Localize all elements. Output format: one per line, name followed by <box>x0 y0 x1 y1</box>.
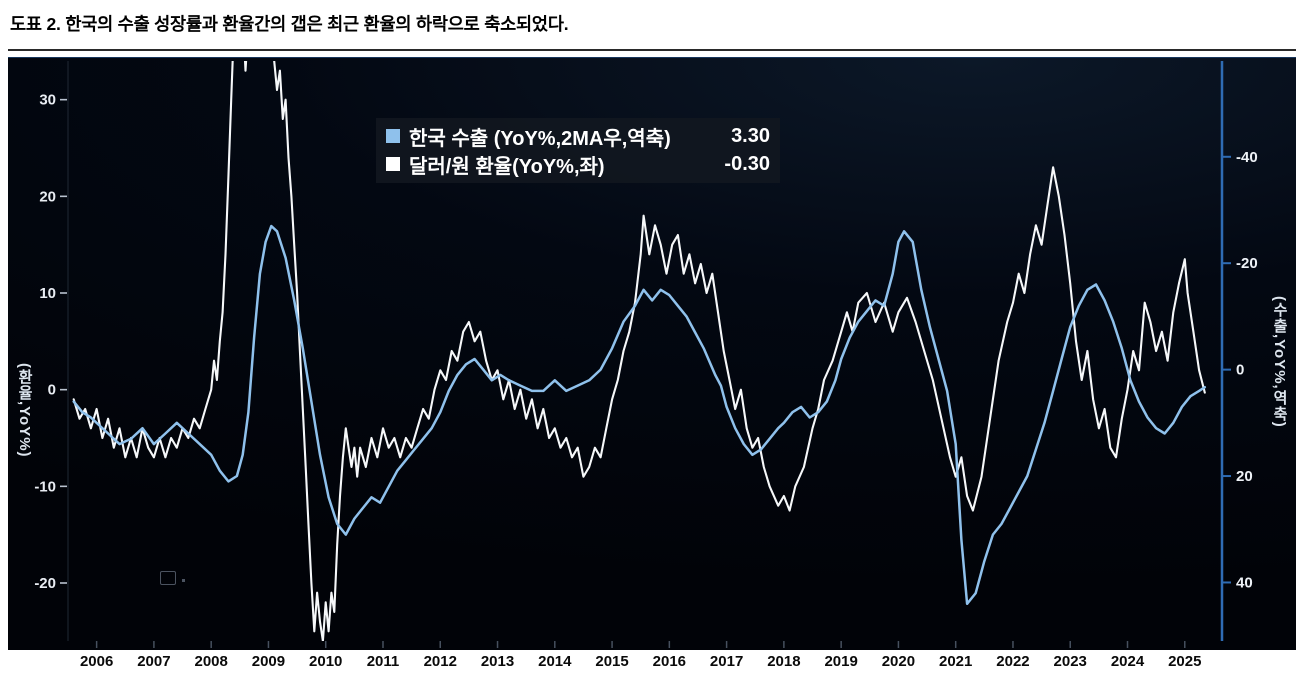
x-axis-year-label: 2012 <box>423 653 457 670</box>
legend-value: -0.30 <box>724 152 770 175</box>
right-tick-label: 0 <box>1236 362 1244 379</box>
x-axis-year-label: 2014 <box>538 653 572 670</box>
legend-item[interactable]: 달러/원 환율(YoY%,좌) -0.30 <box>386 150 770 178</box>
x-axis-year-label: 2019 <box>824 653 858 670</box>
right-axis-title: (수출,YoY%,역축) <box>1271 296 1288 428</box>
left-tick-label: -20 <box>34 575 56 592</box>
x-axis-year-label: 2015 <box>595 653 629 670</box>
x-axis-year-label: 2022 <box>996 653 1030 670</box>
right-tick-label: -20 <box>1236 255 1258 272</box>
legend-label: 한국 수출 (YoY%,2MA우,역축) <box>409 127 671 150</box>
chart-panel: 30 20 10 0 -10 -20 -40 -20 0 20 40 한국 수출 (YoY%,2MA… <box>8 57 1296 650</box>
right-tick-label: 40 <box>1236 574 1253 591</box>
right-tick-label: -40 <box>1236 149 1258 166</box>
chart-tool-dot-icon <box>182 579 185 582</box>
chart-title: 도표 2. 한국의 수출 성장률과 환율간의 갭은 최근 환율의 하락으로 축소… <box>10 14 569 34</box>
left-tick-label: -10 <box>34 478 56 495</box>
chart-legend: 한국 수출 (YoY%,2MA우,역축) 3.30 달러/원 환율(YoY%,좌) -… <box>376 118 780 183</box>
x-axis-year-label: 2009 <box>251 653 286 670</box>
series-exchange-rate-line <box>72 61 1206 641</box>
right-tick-label: 20 <box>1236 468 1253 485</box>
x-axis-year-labels: 2006 2007 2008 2009 2010 2011 2012 2013 2014 2015… <box>8 650 1296 676</box>
legend-swatch-icon <box>386 157 400 171</box>
x-axis-year-label: 2024 <box>1110 653 1145 670</box>
x-axis-year-label: 2010 <box>309 653 343 670</box>
x-axis-year-label: 2025 <box>1168 653 1202 670</box>
series-exports-line <box>72 224 1207 606</box>
x-axis-year-label: 2006 <box>79 653 114 670</box>
legend-value: 3.30 <box>731 124 770 147</box>
x-axis-year-label: 2016 <box>652 653 687 670</box>
x-axis-year-label: 2007 <box>137 653 171 670</box>
left-tick-label: 30 <box>39 92 56 109</box>
x-axis-year-label: 2008 <box>194 653 228 670</box>
legend-swatch-icon <box>386 129 400 143</box>
x-axis-year-label: 2018 <box>767 653 801 670</box>
left-tick-label: 20 <box>39 188 56 205</box>
x-axis-year-label: 2017 <box>709 653 744 670</box>
x-axis-year-label: 2021 <box>939 653 973 670</box>
left-axis-title: (환율,YoY%) <box>16 363 33 458</box>
left-tick-label: 10 <box>39 285 56 302</box>
title-divider <box>8 49 1296 51</box>
left-tick-label: 0 <box>48 382 56 399</box>
chart-canvas: 30 20 10 0 -10 -20 -40 -20 0 20 40 <box>34 61 1258 648</box>
x-axis-year-label: 2023 <box>1053 653 1087 670</box>
legend-label: 달러/원 환율(YoY%,좌) <box>409 155 605 178</box>
chart-tool-icon[interactable] <box>160 571 176 585</box>
x-axis-year-label: 2011 <box>366 653 400 670</box>
legend-item[interactable]: 한국 수출 (YoY%,2MA우,역축) 3.30 <box>386 122 770 150</box>
x-axis-year-label: 2020 <box>881 653 916 670</box>
x-axis-year-label: 2013 <box>480 653 515 670</box>
